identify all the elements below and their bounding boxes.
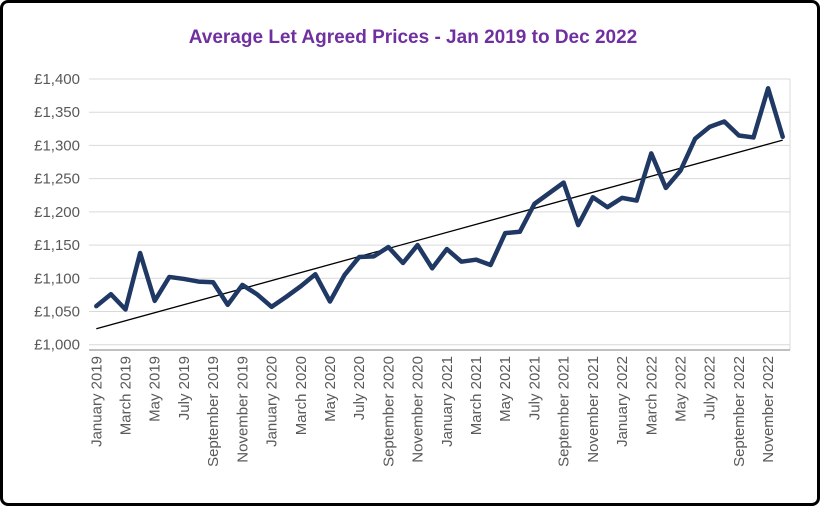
x-tick-label: September 2020 bbox=[380, 356, 397, 467]
plot-lines bbox=[94, 86, 785, 330]
x-tick-label: November 2019 bbox=[234, 356, 251, 463]
y-tick-label: £1,400 bbox=[34, 71, 80, 88]
x-tick-label: November 2020 bbox=[410, 356, 427, 463]
x-tick-label: May 2019 bbox=[147, 356, 164, 422]
x-tick-label: January 2022 bbox=[614, 356, 631, 447]
trend-line bbox=[96, 139, 783, 330]
chart-title: Average Let Agreed Prices - Jan 2019 to … bbox=[189, 27, 638, 48]
x-tick-label: November 2021 bbox=[585, 356, 602, 463]
line-chart: Average Let Agreed Prices - Jan 2019 to … bbox=[34, 27, 791, 467]
x-tick-label: March 2019 bbox=[118, 356, 135, 435]
x-tick-label: July 2021 bbox=[526, 356, 543, 420]
x-tick-label: September 2022 bbox=[731, 356, 748, 467]
y-tick-label: £1,250 bbox=[34, 171, 80, 188]
y-tick-label: £1,350 bbox=[34, 104, 80, 121]
y-tick-label: £1,150 bbox=[34, 237, 80, 254]
y-tick-label: £1,000 bbox=[34, 337, 80, 354]
y-tick-label: £1,050 bbox=[34, 303, 80, 320]
y-axis-labels: £1,000 £1,050 £1,100 £1,150 £1,200 £1,250 £1,3… bbox=[34, 71, 80, 354]
x-tick-label: September 2019 bbox=[205, 356, 222, 467]
x-tick-label: July 2020 bbox=[351, 356, 368, 420]
x-tick-label: January 2019 bbox=[88, 356, 105, 447]
x-axis-labels: January 2019 March 2019 May 2019 July 2019 S… bbox=[88, 356, 777, 467]
x-tick-label: March 2022 bbox=[643, 356, 660, 435]
gridlines bbox=[89, 78, 791, 351]
x-tick-label: November 2022 bbox=[760, 356, 777, 463]
x-tick-label: March 2020 bbox=[293, 356, 310, 435]
data-line bbox=[94, 86, 785, 312]
x-tick-label: January 2020 bbox=[264, 356, 281, 447]
x-tick-label: March 2021 bbox=[468, 356, 485, 435]
y-tick-label: £1,100 bbox=[34, 270, 80, 287]
y-tick-label: £1,300 bbox=[34, 137, 80, 154]
x-tick-label: May 2021 bbox=[497, 356, 514, 422]
x-tick-label: January 2021 bbox=[439, 356, 456, 447]
x-tick-label: September 2021 bbox=[556, 356, 573, 467]
x-tick-label: May 2020 bbox=[322, 356, 339, 422]
x-tick-label: May 2022 bbox=[672, 356, 689, 422]
y-tick-label: £1,200 bbox=[34, 204, 80, 221]
x-tick-label: July 2019 bbox=[176, 356, 193, 420]
x-tick-label: July 2022 bbox=[702, 356, 719, 420]
